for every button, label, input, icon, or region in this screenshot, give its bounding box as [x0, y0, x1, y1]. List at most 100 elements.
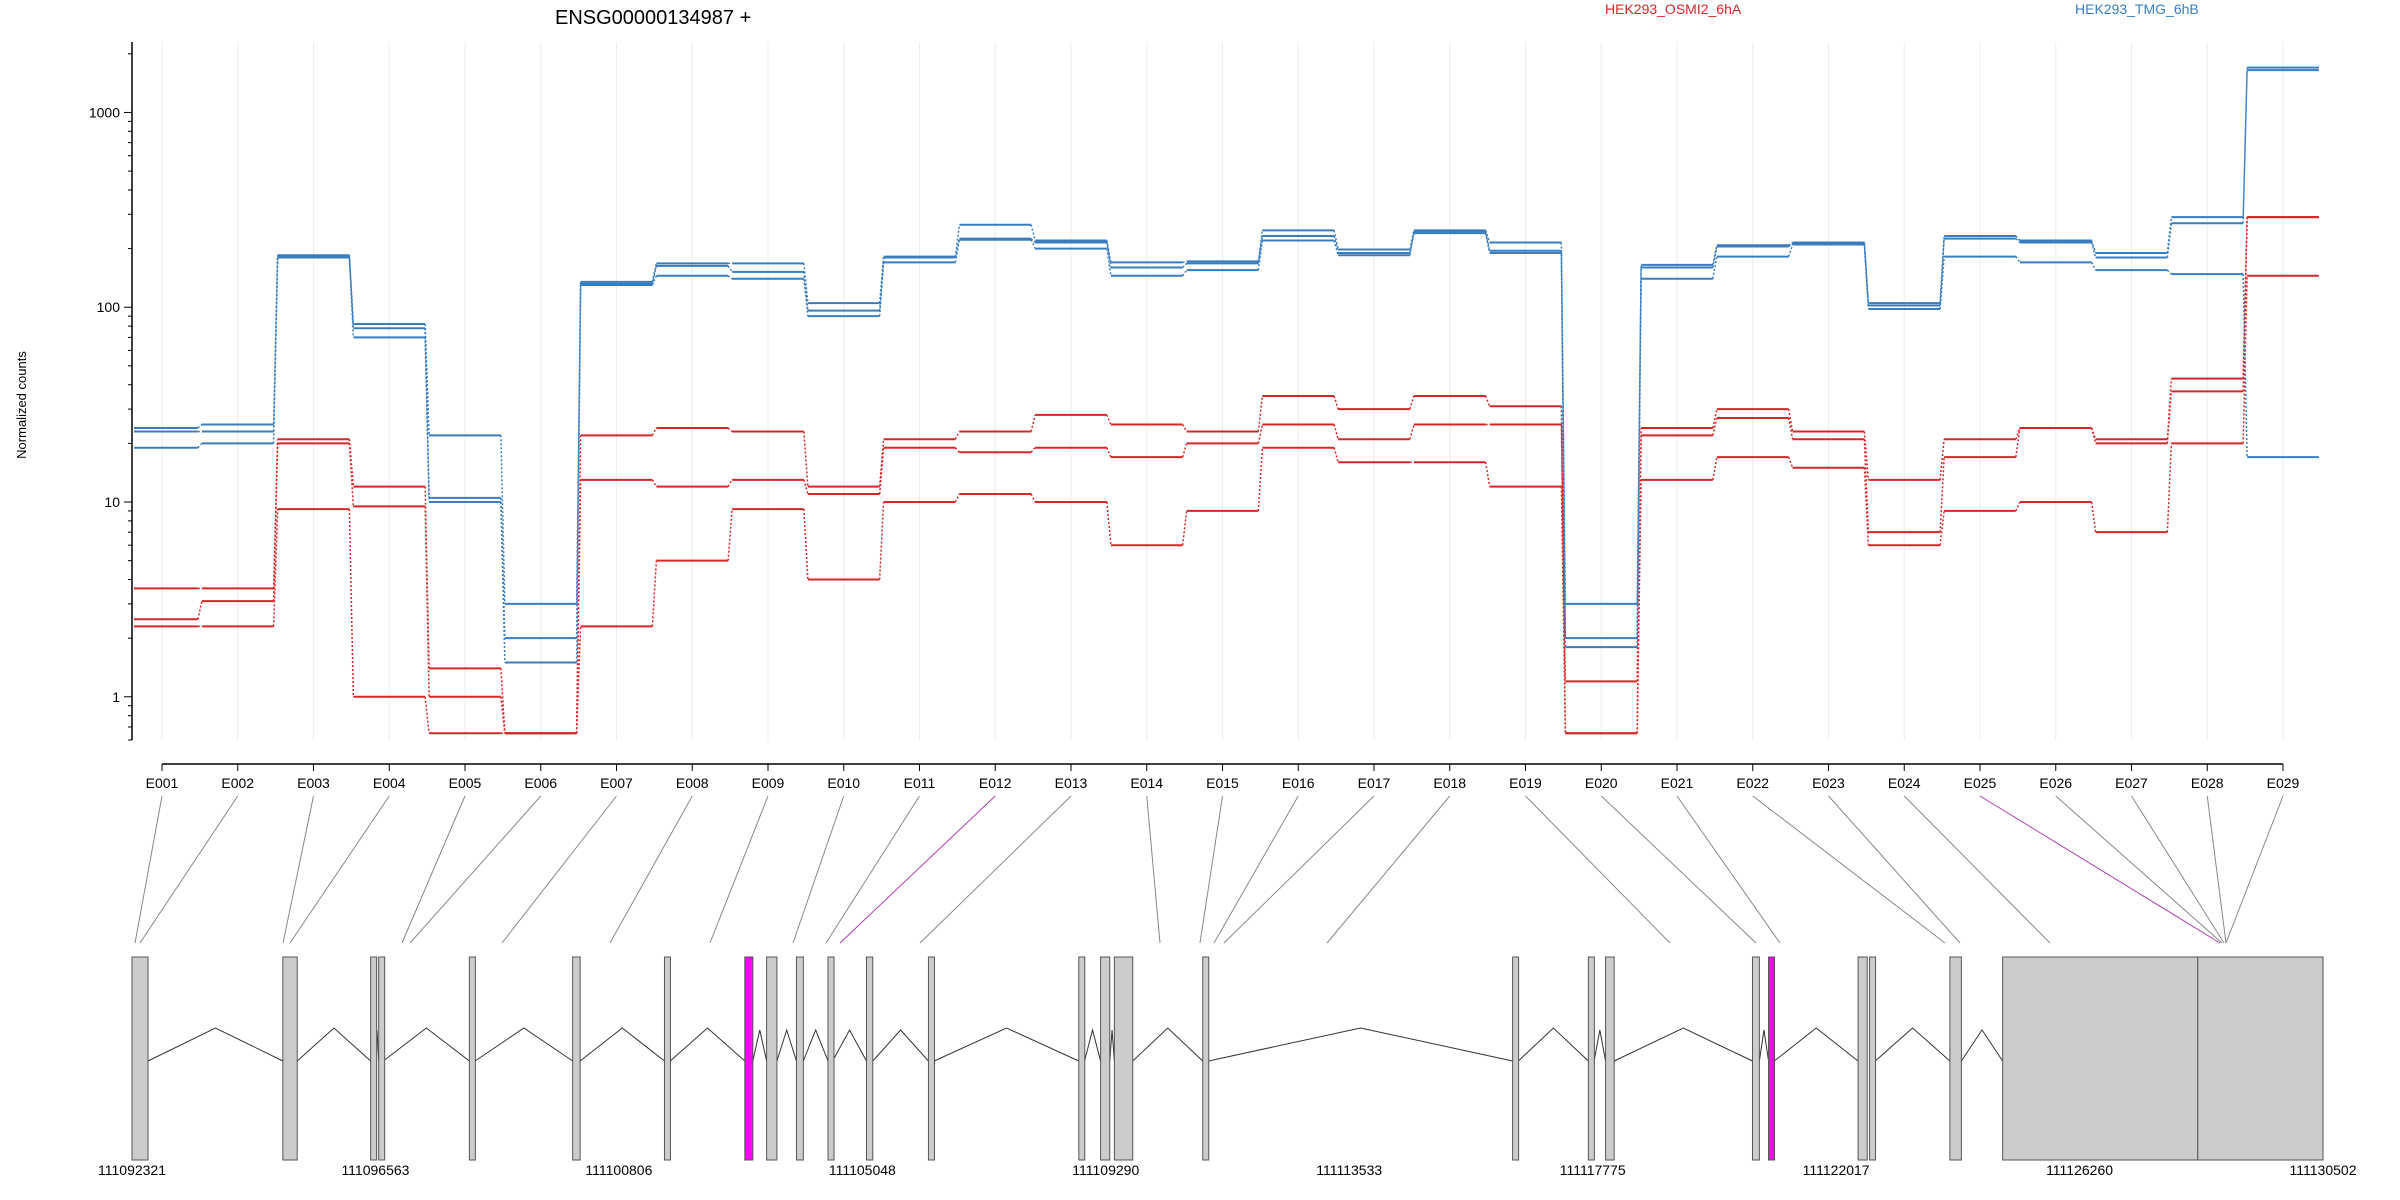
x-tick-label: E016	[1282, 775, 1315, 791]
exon-connectors	[134, 795, 2284, 944]
intron	[776, 1028, 797, 1062]
exon-connector	[919, 795, 1072, 944]
series-connector	[197, 423, 203, 429]
series-connector	[954, 493, 961, 503]
x-tick-label: E012	[979, 775, 1012, 791]
series-connector	[1484, 462, 1491, 487]
series-connector	[1712, 246, 1718, 268]
series-connector	[1030, 447, 1036, 453]
series-connector	[803, 509, 809, 580]
x-tick-label: E013	[1055, 775, 1088, 791]
series-connector	[1257, 395, 1264, 432]
exon-block	[468, 956, 476, 1161]
series-connector	[1030, 239, 1036, 249]
series-connector	[2015, 235, 2021, 242]
series-connector	[1712, 456, 1718, 480]
x-tick-label: E007	[600, 775, 633, 791]
x-tick-label: E020	[1585, 775, 1618, 791]
series-connector	[2166, 269, 2172, 275]
series-connector	[1560, 252, 1567, 648]
exon-connector	[501, 795, 617, 944]
series-connector	[1863, 467, 1870, 546]
exon-connector	[1525, 795, 1671, 944]
genomic-tick-label: 111126260	[2046, 1162, 2113, 1178]
series-connector	[1560, 424, 1567, 682]
series-connector	[1030, 414, 1036, 432]
series-connector	[1560, 486, 1567, 734]
x-tick-label: E023	[1812, 775, 1845, 791]
series-connector	[1257, 424, 1264, 444]
exon-connector	[1146, 795, 1161, 944]
x-tick-label: E025	[1964, 775, 1997, 791]
genomic-tick-label: 111100806	[585, 1162, 652, 1178]
series-connector	[1939, 457, 1945, 533]
series-connector	[2090, 427, 2097, 444]
series-connector	[1106, 447, 1112, 458]
exon-block	[1605, 956, 1615, 1161]
intron	[147, 1027, 284, 1062]
series-connector	[197, 600, 203, 620]
series-connector	[1484, 395, 1491, 407]
series-connector	[1333, 395, 1339, 410]
series-connector	[2015, 501, 2021, 512]
intron	[1960, 1029, 2004, 1062]
series-connector	[1333, 447, 1339, 463]
exon-block	[927, 956, 935, 1161]
series-connector	[2015, 238, 2021, 244]
x-tick-label: E010	[827, 775, 860, 791]
series-connector	[1181, 443, 1188, 458]
series-connector	[1712, 408, 1718, 429]
series-connector	[1863, 439, 1870, 533]
series-connector	[2090, 262, 2097, 271]
series-connector	[1560, 250, 1567, 639]
genomic-tick-label: 111092321	[98, 1162, 166, 1178]
intron	[752, 1029, 768, 1062]
exon-block	[1202, 956, 1210, 1161]
x-tick-label: E021	[1661, 775, 1694, 791]
series-connector	[575, 285, 582, 663]
chart-title: ENSG00000134987 +	[555, 7, 751, 29]
series-connector	[803, 263, 809, 304]
series-connector	[2015, 256, 2021, 263]
series-connector	[803, 431, 809, 487]
x-tick-label: E006	[524, 775, 557, 791]
y-tick-label: 100	[97, 299, 121, 315]
exon-block	[827, 956, 835, 1161]
series-connector	[1030, 238, 1036, 244]
x-tick-label: E018	[1433, 775, 1466, 791]
series-connector	[424, 486, 430, 669]
x-tick-label: E014	[1130, 775, 1163, 791]
series-connector	[272, 509, 279, 627]
series-lines	[134, 66, 2319, 735]
series-connector	[1030, 493, 1036, 503]
series-connector	[197, 442, 203, 449]
series-connector	[651, 427, 658, 436]
exon-connector	[139, 795, 239, 944]
series-connector	[2090, 501, 2097, 533]
intron	[1758, 1029, 1770, 1062]
series-connector	[500, 501, 506, 663]
series-connector	[1333, 240, 1339, 256]
exon-connector	[1676, 795, 1781, 944]
x-tick-label: E024	[1888, 775, 1921, 791]
exon-block	[131, 956, 149, 1161]
series-connector	[1106, 248, 1112, 276]
intron	[474, 1027, 573, 1062]
genomic-tick-label: 111130502	[2290, 1162, 2357, 1178]
series-connector	[651, 479, 658, 487]
series-connector	[348, 443, 355, 507]
intron	[1874, 1027, 1951, 1062]
series-connector	[2242, 70, 2248, 224]
series-connector	[651, 265, 658, 284]
genomic-tick-label: 111122017	[1803, 1162, 1870, 1178]
exon-connector	[2206, 795, 2227, 944]
exon-block	[370, 956, 378, 1161]
exon-block	[1869, 956, 1877, 1161]
intron	[1773, 1027, 1859, 1062]
x-tick-label: E027	[2115, 775, 2148, 791]
series-connector	[727, 275, 733, 280]
intron	[1109, 1029, 1115, 1062]
series-connector	[1182, 260, 1187, 264]
intron	[1518, 1027, 1589, 1062]
intron	[832, 1028, 867, 1062]
